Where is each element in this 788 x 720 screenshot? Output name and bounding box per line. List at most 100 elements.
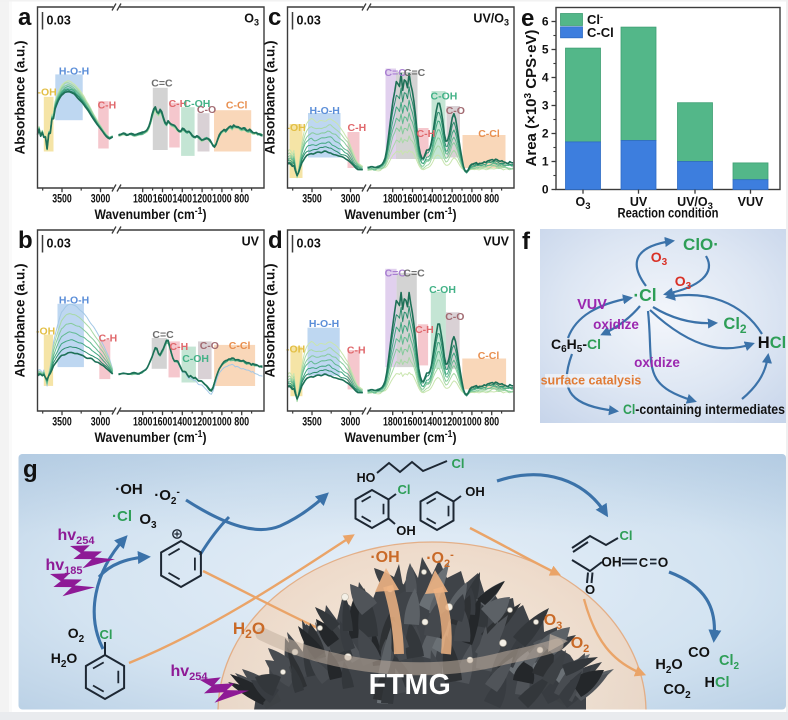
svg-text:O: O xyxy=(658,555,669,570)
svg-text:3000: 3000 xyxy=(341,415,361,429)
svg-text:·Cl: ·Cl xyxy=(633,285,656,305)
svg-text:-OH: -OH xyxy=(36,326,55,338)
svg-text:800: 800 xyxy=(484,192,499,206)
svg-text:HCl: HCl xyxy=(758,334,786,352)
svg-text:1600: 1600 xyxy=(153,415,173,429)
svg-text:C-H: C-H xyxy=(347,344,366,356)
svg-text:C=C: C=C xyxy=(404,67,426,79)
svg-text:C-H: C-H xyxy=(99,332,118,344)
svg-text:800: 800 xyxy=(484,415,499,429)
svg-text:H-O-H: H-O-H xyxy=(309,318,339,330)
svg-text:C-OH: C-OH xyxy=(431,90,458,102)
svg-text:1600: 1600 xyxy=(403,415,423,429)
svg-text:H-O-H: H-O-H xyxy=(59,65,89,77)
svg-text:C-Cl: C-Cl xyxy=(226,100,248,112)
svg-text:OH: OH xyxy=(601,555,621,570)
svg-text:3000: 3000 xyxy=(341,192,361,206)
svg-text:OH: OH xyxy=(396,523,416,538)
svg-text:Cl: Cl xyxy=(452,456,465,471)
svg-text:a: a xyxy=(18,4,32,31)
svg-text:C-Cl: C-Cl xyxy=(587,25,614,40)
svg-text:Cl: Cl xyxy=(398,482,411,497)
svg-text:1200: 1200 xyxy=(192,415,212,429)
svg-text:6: 6 xyxy=(542,15,549,29)
svg-text:HO: HO xyxy=(357,471,376,485)
svg-text:oxidize: oxidize xyxy=(634,355,680,370)
svg-text:UV: UV xyxy=(630,195,648,209)
svg-text:1400: 1400 xyxy=(173,415,193,429)
svg-text:1200: 1200 xyxy=(442,415,462,429)
svg-text:Wavenumber (cm-1): Wavenumber (cm-1) xyxy=(345,206,457,222)
svg-text:b: b xyxy=(18,227,33,254)
svg-text:1800: 1800 xyxy=(383,415,403,429)
svg-text:0.03: 0.03 xyxy=(47,14,71,28)
svg-text:surface catalysis: surface catalysis xyxy=(541,374,642,388)
svg-text:3: 3 xyxy=(542,99,549,113)
svg-text:Wavenumber (cm-1): Wavenumber (cm-1) xyxy=(95,206,207,222)
svg-text:C-H: C-H xyxy=(417,128,436,140)
svg-text:1200: 1200 xyxy=(192,192,212,206)
svg-text:Wavenumber (cm-1): Wavenumber (cm-1) xyxy=(95,429,207,445)
svg-text:C-Cl: C-Cl xyxy=(229,340,251,352)
svg-text:f: f xyxy=(522,228,531,255)
svg-text:VUV: VUV xyxy=(483,235,509,249)
svg-text:3500: 3500 xyxy=(52,192,72,206)
svg-text:HCl: HCl xyxy=(705,675,730,691)
svg-text:1800: 1800 xyxy=(383,192,403,206)
svg-text:C=C: C=C xyxy=(151,77,173,89)
svg-text:C-O: C-O xyxy=(200,340,219,352)
svg-text:-OH: -OH xyxy=(287,122,306,134)
svg-text:·OH: ·OH xyxy=(370,549,399,566)
svg-text:VUV: VUV xyxy=(738,195,764,209)
svg-text:Cl-containing intermediates: Cl-containing intermediates xyxy=(623,402,785,417)
svg-text:1: 1 xyxy=(542,155,549,169)
svg-text:UV/O3: UV/O3 xyxy=(677,195,713,212)
svg-text:·Cl: ·Cl xyxy=(112,508,132,525)
svg-text:1400: 1400 xyxy=(423,192,443,206)
svg-text:-OH: -OH xyxy=(286,343,305,355)
svg-text:1400: 1400 xyxy=(173,192,193,206)
svg-text:C-H: C-H xyxy=(348,122,367,134)
svg-text:H-O-H: H-O-H xyxy=(310,105,340,117)
svg-text:·OH: ·OH xyxy=(115,481,143,498)
svg-text:0.03: 0.03 xyxy=(47,237,71,251)
svg-text:C-OH: C-OH xyxy=(429,284,456,296)
svg-text:0.03: 0.03 xyxy=(297,14,321,28)
svg-text:UV/O3: UV/O3 xyxy=(473,12,509,28)
svg-text:O: O xyxy=(585,582,595,597)
svg-text:·O2-: ·O2- xyxy=(426,549,454,570)
svg-text:H2O: H2O xyxy=(655,657,682,676)
svg-text:5: 5 xyxy=(542,43,549,57)
svg-text:3500: 3500 xyxy=(302,415,322,429)
svg-text:CO: CO xyxy=(688,645,710,661)
svg-text:Absorbance (a.u.): Absorbance (a.u.) xyxy=(13,263,28,377)
svg-text:2: 2 xyxy=(542,127,549,141)
svg-text:1200: 1200 xyxy=(442,192,462,206)
svg-text:H2O: H2O xyxy=(51,650,78,670)
svg-text:H2O: H2O xyxy=(233,619,265,641)
svg-text:FTMG: FTMG xyxy=(369,669,452,701)
svg-text:C-Cl: C-Cl xyxy=(478,128,500,140)
svg-text:1000: 1000 xyxy=(462,192,482,206)
svg-text:c: c xyxy=(268,4,281,31)
svg-text:C-H: C-H xyxy=(98,100,117,112)
svg-text:-OH: -OH xyxy=(38,86,57,98)
svg-text:ClO·: ClO· xyxy=(683,235,719,254)
svg-text:C=C: C=C xyxy=(152,329,174,341)
svg-text:C=O: C=O xyxy=(385,67,407,79)
svg-text:4: 4 xyxy=(542,71,549,85)
svg-text:Cl: Cl xyxy=(620,528,633,543)
svg-text:Cl-: Cl- xyxy=(587,12,603,27)
svg-text:1800: 1800 xyxy=(133,415,153,429)
svg-text:Absorbance (a.u.): Absorbance (a.u.) xyxy=(263,263,278,377)
svg-text:UV: UV xyxy=(242,235,260,249)
svg-text:Reaction condition: Reaction condition xyxy=(618,206,719,221)
svg-text:C=O: C=O xyxy=(385,267,407,279)
svg-text:Area (×103 CPS·eV): Area (×103 CPS·eV) xyxy=(523,30,540,167)
svg-text:1600: 1600 xyxy=(403,192,423,206)
svg-text:C-OH: C-OH xyxy=(184,98,211,110)
svg-text:Absorbance (a.u.): Absorbance (a.u.) xyxy=(13,40,28,154)
svg-text:C-O: C-O xyxy=(446,105,465,117)
svg-text:0.03: 0.03 xyxy=(297,237,321,251)
svg-text:3000: 3000 xyxy=(91,192,111,206)
